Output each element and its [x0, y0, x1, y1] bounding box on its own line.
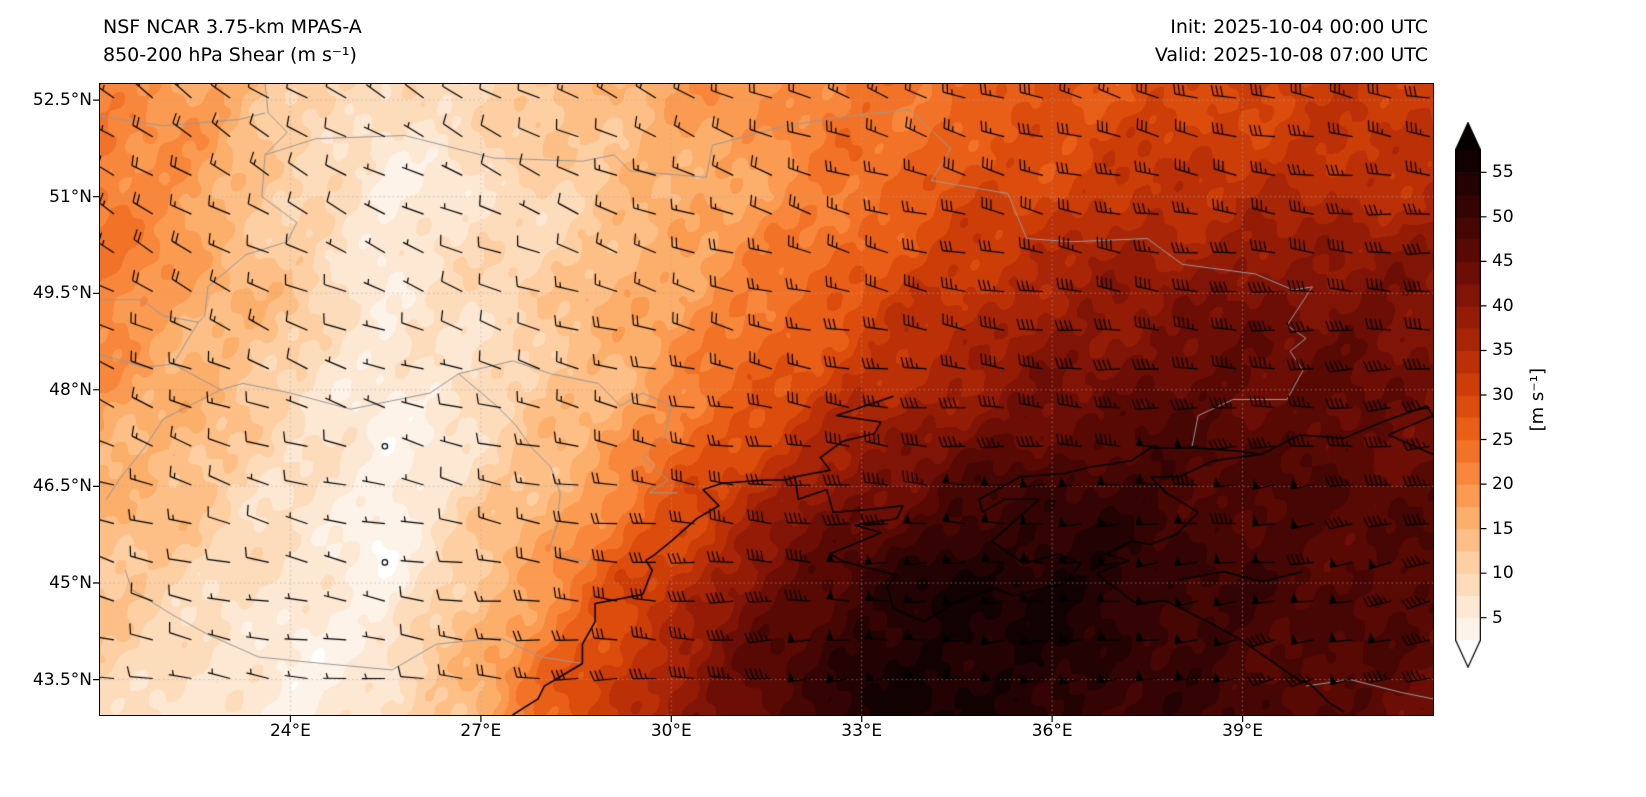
colorbar-tick-label: 50	[1492, 206, 1514, 227]
y-tick-label: 48°N	[49, 379, 92, 400]
y-tick-label: 45°N	[49, 573, 92, 593]
colorbar-tick-label: 30	[1492, 385, 1514, 405]
x-tick-label: 24°E	[269, 721, 311, 741]
x-tick-label: 36°E	[1031, 721, 1073, 741]
colorbar-tick-label: 5	[1492, 607, 1503, 628]
colorbar-tick-label: 55	[1492, 162, 1514, 183]
colorbar-tick-label: 20	[1492, 474, 1514, 495]
y-tick-label: 52.5°N	[32, 90, 92, 111]
time-block: Init: 2025-10-04 00:00 UTC Valid: 2025-1…	[1050, 13, 1428, 69]
y-tick-label: 46.5°N	[32, 476, 92, 497]
colorbar-tick-label: 35	[1492, 340, 1514, 361]
x-tick-label: 33°E	[841, 721, 883, 741]
shear-field-canvas	[100, 84, 1433, 715]
colorbar-unit-label: [m s⁻¹]	[1526, 367, 1548, 432]
title-block: NSF NCAR 3.75-km MPAS-A 850-200 hPa Shea…	[103, 13, 362, 69]
valid-time: Valid: 2025-10-08 07:00 UTC	[1154, 44, 1428, 66]
map-plot-area	[99, 83, 1434, 716]
colorbar-tick-label: 25	[1492, 429, 1514, 450]
init-time: Init: 2025-10-04 00:00 UTC	[1170, 16, 1428, 38]
x-tick-label: 27°E	[460, 721, 502, 741]
colorbar	[1455, 122, 1481, 668]
y-tick-label: 51°N	[49, 186, 92, 207]
model-title: NSF NCAR 3.75-km MPAS-A	[103, 16, 362, 38]
colorbar-tick-label: 40	[1492, 295, 1514, 316]
colorbar-tick-label: 10	[1492, 563, 1514, 584]
y-tick-label: 43.5°N	[32, 669, 92, 690]
colorbar-tick-label: 15	[1492, 518, 1514, 539]
x-tick-label: 39°E	[1222, 721, 1263, 741]
x-tick-label: 30°E	[650, 721, 692, 741]
y-tick-label: 49.5°N	[32, 283, 92, 304]
field-title: 850-200 hPa Shear (m s⁻¹)	[103, 44, 357, 66]
colorbar-tick-label: 45	[1492, 251, 1514, 272]
